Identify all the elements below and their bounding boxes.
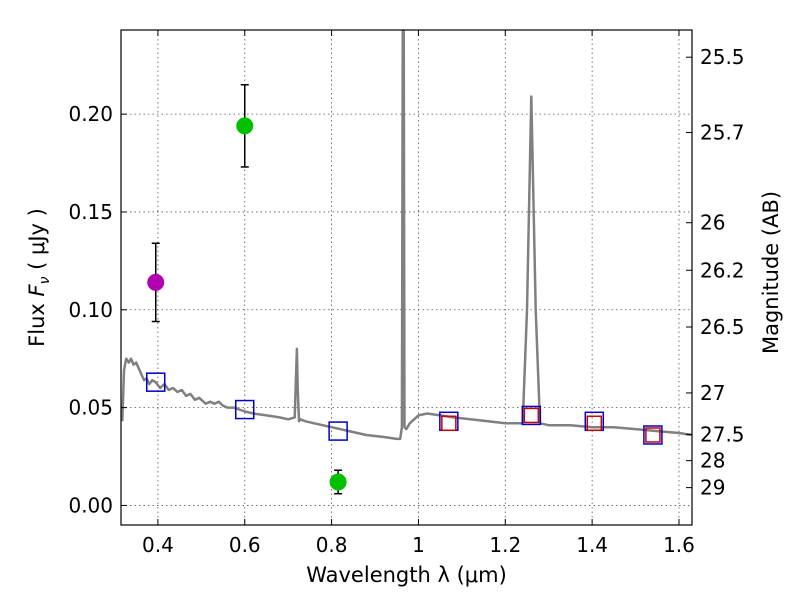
- magenta-points-marker: [147, 273, 165, 291]
- x-tick-label: 1.6: [663, 533, 695, 557]
- blue-squares-marker: [328, 421, 348, 441]
- x-tick-label: 0.8: [316, 533, 348, 557]
- magnitude-tick-label: 29: [700, 476, 725, 500]
- y-tick-label: 0.20: [68, 102, 113, 126]
- x-tick-label: 0.6: [229, 533, 261, 557]
- data-layer: [121, 30, 692, 495]
- y-axis-label-subscript: ν: [37, 276, 53, 284]
- magnitude-tick-label: 27.5: [700, 422, 745, 446]
- blue-squares-marker: [521, 405, 542, 426]
- magnitude-tick-label: 26.2: [700, 258, 745, 282]
- y-tick-label: 0.15: [68, 200, 113, 224]
- magnitude-tick-label: 25.7: [700, 121, 745, 145]
- blue-squares-marker: [235, 399, 255, 420]
- magnitude-tick-label: 28: [700, 449, 725, 473]
- red-squares-marker: [523, 407, 540, 424]
- green-points-marker: [236, 117, 254, 135]
- red-squares-marker: [645, 427, 661, 443]
- x-tick-label: 1.4: [576, 533, 608, 557]
- model-spectrum-line: [121, 30, 692, 441]
- magnitude-axis-label: Magnitude (AB): [759, 191, 783, 354]
- blue-squares-marker: [145, 372, 166, 392]
- magnitude-tick-label: 26.5: [700, 315, 745, 339]
- magnitude-tick-label: 26: [700, 211, 725, 235]
- magnitude-tick-label: 25.5: [700, 45, 745, 69]
- x-tick-label: 1: [412, 533, 425, 557]
- x-tick-label: 0.4: [142, 533, 174, 557]
- y-axis-label: Flux Fν ( μJy ): [25, 208, 53, 347]
- x-tick-label: 1.2: [489, 533, 521, 557]
- red-squares-marker: [441, 415, 457, 432]
- y-axis-label-suffix: ( μJy ): [25, 208, 49, 276]
- y-tick-label: 0.05: [68, 396, 113, 420]
- grid-lines: [121, 30, 692, 525]
- green-points-marker: [329, 473, 347, 491]
- y-tick-label: 0.00: [68, 493, 113, 517]
- magnitude-tick-label: 27: [700, 381, 725, 405]
- y-axis-label-symbol: F: [25, 284, 49, 297]
- x-axis-label: Wavelength λ (μm): [306, 563, 507, 587]
- y-axis-label-prefix: Flux: [25, 297, 49, 347]
- red-squares-marker: [586, 415, 603, 432]
- plot-frame: [120, 29, 693, 526]
- axis-ticks: 0.4 0.6 0.8 1 1.2 1.4 1.6 0.00 0.05 0.10 0.15 0.20 2…: [68, 30, 745, 557]
- y-tick-label: 0.10: [68, 298, 113, 322]
- blue-squares-marker: [643, 425, 663, 445]
